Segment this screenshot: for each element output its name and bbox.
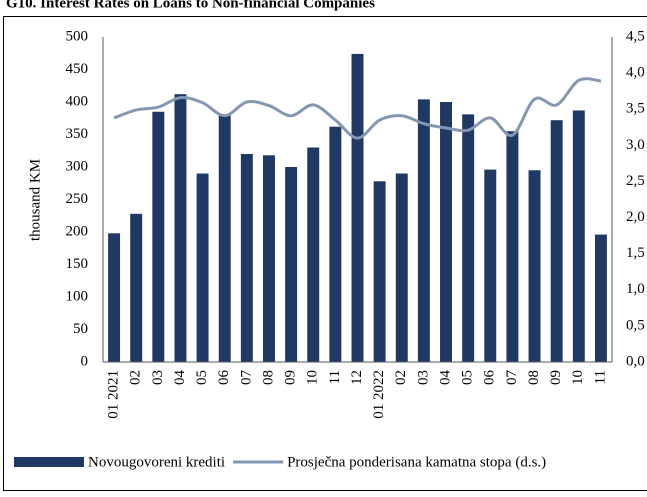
y-tick-label: 450 <box>66 61 89 77</box>
x-tick-label: 05 <box>194 370 210 385</box>
y-tick-label: 300 <box>66 158 89 174</box>
y2-tick-label: 1,5 <box>626 245 645 261</box>
x-tick-label: 11 <box>327 370 343 384</box>
y-tick-label: 400 <box>66 93 89 109</box>
y2-tick-label: 0,0 <box>626 353 645 369</box>
x-tick-label: 12 <box>349 370 365 385</box>
y2-tick-label: 4,0 <box>626 65 645 81</box>
bar <box>263 155 275 362</box>
x-tick-label: 03 <box>150 370 166 385</box>
bar <box>307 147 320 362</box>
y2-tick-label: 0,5 <box>626 317 645 333</box>
x-tick-label: 05 <box>460 370 476 385</box>
x-tick-label: 08 <box>260 370 276 385</box>
x-tick-label: 02 <box>393 370 409 385</box>
y-tick-label: 0 <box>81 353 89 369</box>
x-tick-label: 10 <box>305 370 321 385</box>
bar <box>440 102 452 362</box>
chart-title: G10. Interest Rates on Loans to Non-fina… <box>6 0 375 11</box>
bar <box>373 181 386 362</box>
line <box>113 77 602 140</box>
bar <box>130 213 143 362</box>
y2-tick-label: 3,5 <box>626 101 645 117</box>
bar <box>417 99 430 363</box>
y-tick-label: 250 <box>66 191 89 207</box>
legend-label: Prosječna ponderisana kamatna stopa (d.s… <box>287 454 546 470</box>
y2-tick-label: 2,0 <box>626 209 645 225</box>
bar <box>572 110 585 362</box>
y-tick-label: 350 <box>66 126 89 142</box>
x-tick-label: 03 <box>415 370 431 385</box>
x-tick-label: 10 <box>570 370 586 385</box>
chart-frame <box>3 16 647 491</box>
bar <box>506 131 519 362</box>
y-tick-label: 100 <box>66 288 89 304</box>
y-tick-label: 200 <box>66 223 89 239</box>
x-tick-label: 04 <box>172 370 188 386</box>
legend-label: Novougovoreni krediti <box>88 454 225 470</box>
bar <box>218 115 231 362</box>
y-tick-label: 50 <box>73 321 88 337</box>
x-tick-label: 09 <box>283 370 299 385</box>
bar <box>395 173 408 362</box>
x-tick-label: 01 2022 <box>371 370 387 419</box>
x-tick-label: 11 <box>592 370 608 384</box>
y2-tick-label: 1,0 <box>626 281 645 297</box>
x-tick-label: 02 <box>128 370 144 385</box>
x-tick-label: 07 <box>238 370 254 386</box>
bar <box>484 169 497 362</box>
bar <box>329 126 342 362</box>
bar <box>594 234 607 362</box>
x-tick-label: 04 <box>437 370 453 386</box>
y-tick-label: 500 <box>66 28 89 44</box>
x-tick-label: 09 <box>548 370 564 385</box>
bar <box>550 120 563 362</box>
bar <box>174 94 187 362</box>
bar <box>196 173 209 362</box>
x-tick-label: 07 <box>504 370 520 386</box>
bar <box>528 170 541 362</box>
x-tick-label: 01 2021 <box>106 370 122 419</box>
y-tick-label: 150 <box>66 256 89 272</box>
bar <box>285 167 298 362</box>
x-tick-label: 06 <box>216 370 232 386</box>
bar <box>462 114 475 362</box>
y2-tick-label: 4,5 <box>626 28 645 44</box>
x-tick-label: 06 <box>482 370 498 386</box>
y-axis-title: thousand KM <box>27 159 43 241</box>
y2-tick-label: 3,0 <box>626 137 645 153</box>
y2-tick-label: 2,5 <box>626 173 645 189</box>
bar <box>152 111 165 362</box>
bar <box>351 53 364 363</box>
x-tick-label: 08 <box>526 370 542 385</box>
bar <box>240 154 253 362</box>
legend-swatch <box>14 457 84 467</box>
bar <box>108 233 121 362</box>
